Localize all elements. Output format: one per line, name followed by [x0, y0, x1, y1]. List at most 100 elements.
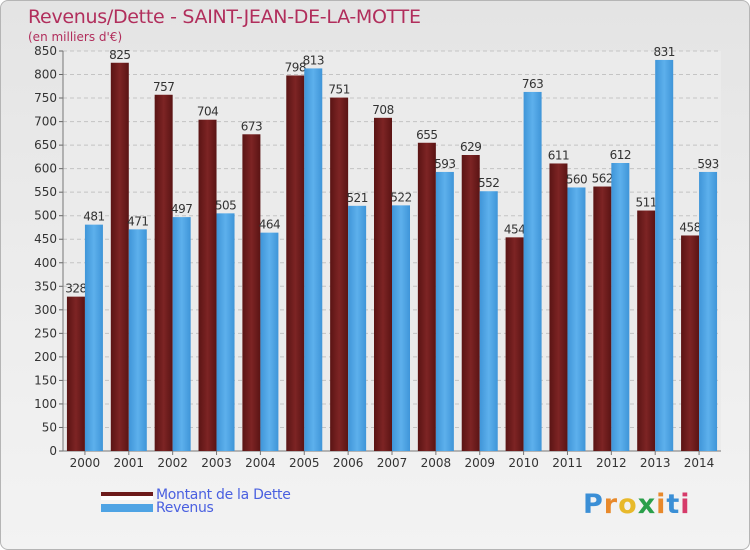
data-label: 629 [460, 140, 481, 154]
y-tick-label: 750 [34, 91, 57, 105]
logo-letter: i [680, 489, 691, 520]
y-tick-label: 600 [34, 162, 57, 176]
x-tick-label: 2003 [201, 456, 232, 470]
data-label: 458 [679, 220, 700, 234]
data-label: 763 [522, 77, 543, 91]
y-tick-label: 450 [34, 232, 57, 246]
logo-letter: x [637, 489, 657, 520]
data-label: 708 [372, 103, 393, 117]
bar-revenus [260, 232, 279, 451]
legend-swatch-revenus [101, 504, 153, 512]
bar-dette [637, 210, 656, 451]
data-label: 552 [478, 176, 499, 190]
data-label: 328 [65, 282, 86, 296]
y-tick-label: 650 [34, 138, 57, 152]
legend-swatch-dette [101, 492, 153, 500]
bar-revenus [128, 229, 147, 451]
logo-letter: r [603, 489, 619, 520]
bar-revenus [655, 59, 674, 452]
data-label: 751 [328, 83, 349, 97]
data-label: 593 [434, 157, 455, 171]
x-tick-label: 2012 [596, 456, 627, 470]
bar-dette [461, 155, 480, 451]
x-tick-label: 2011 [552, 456, 583, 470]
bar-dette [330, 97, 349, 452]
bar-revenus [435, 171, 454, 452]
bar-revenus [699, 171, 718, 452]
logo-letter: P [583, 489, 604, 520]
bar-dette [198, 119, 217, 452]
y-tick-label: 0 [49, 444, 57, 458]
data-label: 464 [259, 218, 280, 232]
data-label: 704 [197, 105, 218, 119]
y-tick-label: 150 [34, 373, 57, 387]
data-label: 612 [610, 148, 631, 162]
data-label: 611 [548, 148, 569, 162]
data-label: 522 [390, 190, 411, 204]
data-label: 505 [215, 198, 236, 212]
data-label: 655 [416, 128, 437, 142]
bar-dette [593, 186, 612, 451]
y-tick-label: 50 [42, 420, 57, 434]
y-tick-label: 250 [34, 326, 57, 340]
y-tick-label: 850 [34, 44, 57, 58]
bar-revenus [216, 213, 235, 451]
x-tick-label: 2000 [70, 456, 101, 470]
bar-revenus [348, 205, 367, 451]
data-label: 560 [566, 172, 587, 186]
data-label: 481 [83, 210, 104, 224]
data-label: 521 [346, 191, 367, 205]
y-tick-label: 350 [34, 279, 57, 293]
bar-dette [286, 75, 305, 452]
x-tick-label: 2002 [157, 456, 188, 470]
x-tick-label: 2014 [684, 456, 715, 470]
bar-dette [66, 296, 85, 451]
y-tick-label: 700 [34, 115, 57, 129]
data-label: 831 [653, 45, 674, 59]
bar-dette [154, 94, 173, 451]
data-label: 511 [635, 196, 656, 210]
x-tick-label: 2006 [333, 456, 364, 470]
data-label: 673 [241, 119, 262, 133]
bar-revenus [523, 91, 542, 452]
logo-letter: o [618, 489, 638, 520]
y-tick-label: 550 [34, 185, 57, 199]
bar-revenus [479, 191, 498, 451]
bar-revenus [567, 187, 586, 451]
legend-label-dette: Montant de la Dette [156, 487, 291, 503]
y-tick-label: 100 [34, 397, 57, 411]
y-tick-label: 500 [34, 209, 57, 223]
y-tick-label: 800 [34, 68, 57, 82]
data-label: 497 [171, 202, 192, 216]
bar-revenus [172, 217, 191, 451]
bar-revenus [304, 68, 323, 451]
bar-dette [549, 163, 568, 451]
data-label: 757 [153, 80, 174, 94]
proxiti-logo: Proxiti [583, 489, 691, 520]
x-tick-label: 2008 [421, 456, 452, 470]
chart-subtitle: (en milliers d'€) [28, 30, 123, 44]
y-tick-label: 300 [34, 303, 57, 317]
data-label: 825 [109, 48, 130, 62]
logo-letter: t [666, 489, 681, 520]
legend-label-revenus: Revenus [156, 500, 214, 516]
data-label: 562 [592, 172, 613, 186]
x-tick-label: 2009 [464, 456, 495, 470]
data-label: 798 [285, 60, 306, 74]
x-tick-label: 2010 [508, 456, 539, 470]
x-tick-label: 2007 [377, 456, 408, 470]
data-label: 593 [697, 157, 718, 171]
chart-title: Revenus/Dette - SAINT-JEAN-DE-LA-MOTTE [28, 6, 421, 28]
bar-dette [505, 237, 524, 451]
bar-revenus [611, 163, 630, 451]
x-tick-label: 2001 [114, 456, 145, 470]
bar-dette [242, 134, 261, 451]
bar-dette [374, 117, 392, 451]
data-label: 471 [127, 214, 148, 228]
data-label: 813 [303, 53, 324, 67]
y-tick-label: 400 [34, 256, 57, 270]
data-label: 454 [504, 222, 525, 236]
x-tick-label: 2004 [245, 456, 276, 470]
